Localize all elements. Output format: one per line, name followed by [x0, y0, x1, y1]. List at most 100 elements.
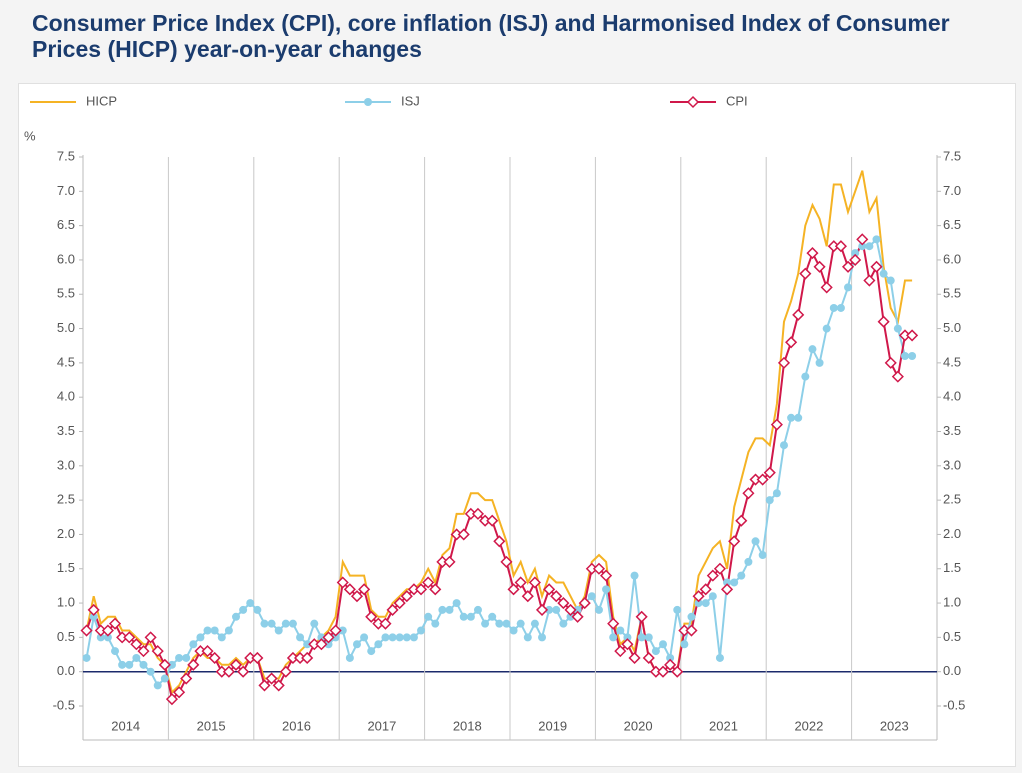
point: [829, 303, 838, 312]
point: [813, 260, 826, 273]
point: [296, 633, 305, 642]
point: [744, 557, 753, 566]
point: [173, 686, 186, 699]
point: [614, 645, 627, 658]
point: [659, 640, 668, 649]
point: [530, 619, 539, 628]
point: [481, 619, 490, 628]
point: [609, 633, 618, 642]
point: [217, 633, 226, 642]
point: [274, 626, 283, 635]
point: [673, 605, 682, 614]
point: [664, 658, 677, 671]
point: [486, 514, 499, 527]
y2-tick-label: 7.0: [943, 183, 961, 198]
legend-marker: [686, 95, 700, 109]
point: [151, 645, 164, 658]
point: [699, 583, 712, 596]
point: [656, 665, 670, 678]
point: [466, 612, 475, 621]
point: [452, 599, 461, 608]
point: [566, 612, 575, 621]
point: [144, 631, 157, 644]
chart-card: [18, 83, 1016, 767]
point: [279, 665, 292, 678]
point: [137, 645, 150, 658]
point: [160, 674, 169, 683]
point: [108, 617, 122, 630]
x-tick-label: 2018: [453, 718, 482, 733]
y-tick-label: 0.0: [57, 663, 75, 678]
point: [644, 633, 653, 642]
point: [550, 590, 563, 603]
point: [352, 640, 361, 649]
point: [735, 514, 748, 527]
point: [443, 555, 456, 568]
point: [409, 633, 418, 642]
point: [523, 633, 532, 642]
y-tick-label: 0.5: [57, 629, 75, 644]
point: [730, 578, 739, 587]
point: [630, 571, 639, 580]
point: [751, 537, 760, 546]
point: [367, 647, 376, 656]
point: [801, 372, 810, 381]
point: [132, 653, 141, 662]
point: [365, 610, 378, 623]
point: [844, 283, 853, 292]
y2-tick-label: 0.5: [943, 629, 961, 644]
point: [103, 633, 112, 642]
point: [671, 665, 684, 678]
point: [507, 583, 520, 596]
x-tick-label: 2022: [794, 718, 823, 733]
point: [794, 413, 803, 422]
point: [856, 233, 869, 246]
y2-tick-label: 6.0: [943, 251, 961, 266]
point: [329, 624, 342, 637]
point: [388, 633, 397, 642]
legend-label: HICP: [86, 93, 117, 108]
point: [886, 276, 895, 285]
point: [723, 578, 732, 587]
y-tick-label: 7.0: [57, 183, 75, 198]
point: [535, 603, 549, 616]
y2-tick-label: 3.0: [943, 457, 961, 472]
series-line: [85, 170, 913, 695]
y-tick-label: 2.0: [57, 526, 75, 541]
point: [538, 633, 547, 642]
point: [471, 507, 485, 520]
point: [130, 638, 143, 651]
y-tick-label: 2.5: [57, 492, 75, 507]
y2-tick-label: 2.5: [943, 492, 961, 507]
point: [851, 249, 860, 258]
point: [685, 624, 698, 637]
y-tick-label: 4.0: [57, 389, 75, 404]
point: [336, 576, 349, 589]
point: [251, 651, 264, 665]
point: [80, 624, 93, 637]
legend-marker: [364, 98, 372, 106]
y-tick-label: 5.5: [57, 286, 75, 301]
point: [422, 576, 435, 589]
point: [879, 269, 888, 278]
point: [457, 528, 470, 541]
point: [552, 605, 561, 614]
point: [317, 633, 326, 642]
point: [360, 633, 369, 642]
point: [799, 267, 812, 280]
point: [246, 599, 255, 608]
point: [158, 658, 171, 671]
point: [331, 633, 340, 642]
point: [680, 640, 689, 649]
x-tick-label: 2023: [880, 718, 909, 733]
point: [324, 640, 333, 649]
point: [836, 303, 845, 312]
point: [495, 619, 504, 628]
point: [210, 626, 219, 635]
point: [424, 612, 433, 621]
point: [175, 653, 184, 662]
y2-tick-label: 3.5: [943, 423, 961, 438]
point: [891, 370, 904, 383]
point: [635, 610, 648, 623]
